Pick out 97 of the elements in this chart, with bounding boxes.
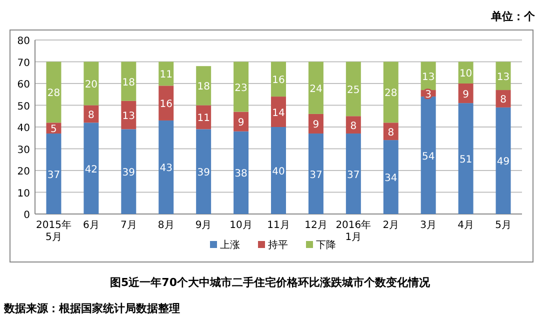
bar [496, 62, 511, 90]
bar [121, 62, 136, 101]
y-tick-label: 60 [17, 80, 30, 90]
data-label: 43 [160, 163, 172, 174]
bar [383, 62, 398, 123]
bar [496, 107, 511, 214]
x-tick-label: 9月 [195, 220, 212, 231]
bar [84, 62, 99, 106]
data-label: 9 [238, 118, 244, 129]
data-label: 14 [272, 108, 285, 119]
data-label: 37 [310, 170, 322, 181]
bar [158, 86, 174, 120]
x-tick-label: 4月 [458, 220, 474, 231]
data-label: 28 [384, 88, 398, 100]
x-tick-label: 10月 [230, 220, 252, 231]
y-tick-label: 80 [17, 36, 30, 47]
data-label: 37 [347, 170, 360, 181]
x-tick-label: 6月 [83, 220, 100, 231]
data-label: 28 [47, 88, 60, 100]
y-tick-label: 30 [17, 144, 30, 156]
bar [121, 129, 136, 214]
data-label: 18 [197, 82, 210, 93]
data-label: 37 [47, 170, 60, 181]
bar [271, 62, 286, 97]
bar [308, 62, 324, 114]
y-tick-label: 20 [17, 166, 30, 178]
legend-label: 持平 [268, 239, 288, 251]
data-label: 8 [350, 120, 357, 132]
data-label: 13 [496, 72, 510, 83]
bar [308, 114, 324, 134]
data-label: 16 [272, 75, 285, 86]
data-label: 8 [500, 94, 506, 106]
x-tick-label: 2月 [382, 220, 400, 231]
data-label: 8 [88, 110, 94, 121]
bar [346, 62, 361, 116]
legend-label: 上涨 [220, 239, 240, 251]
bar [234, 62, 249, 112]
bar [196, 129, 212, 214]
data-label: 9 [312, 120, 320, 131]
x-tick-label: 11月 [267, 220, 290, 231]
y-tick-label: 10 [17, 188, 30, 200]
x-tick-label: 5月 [495, 220, 512, 231]
bar [158, 120, 174, 214]
bar [346, 134, 361, 214]
bar [458, 84, 474, 104]
y-tick-label: 40 [17, 123, 30, 134]
data-label: 18 [122, 77, 136, 88]
data-label: 42 [84, 164, 98, 176]
y-tick-label: 70 [17, 58, 30, 69]
data-label: 40 [272, 166, 285, 178]
data-label: 24 [310, 84, 322, 95]
text: 图5近一年70个大中城市二手住宅价格环比涨跌城市个数变化情况 [110, 276, 431, 289]
x-tick-label: 3月 [420, 220, 437, 231]
data-label: 9 [462, 89, 469, 100]
bar [84, 122, 99, 214]
bar [383, 140, 398, 214]
data-label: 10 [459, 68, 472, 80]
source-note: 数据来源：根据国家统计局数据整理 [3, 302, 180, 315]
bar [46, 134, 62, 214]
y-tick-label: 0 [24, 210, 30, 221]
x-tick-label: 2015年 5月 [36, 219, 72, 243]
data-label: 13 [422, 72, 435, 83]
data-label: 39 [197, 168, 210, 179]
data-label: 38 [234, 168, 248, 180]
bar [196, 66, 212, 106]
data-label: 13 [122, 111, 136, 122]
x-tick-label: 2016年 1月 [336, 219, 372, 243]
legend-label: 下降 [316, 239, 336, 251]
data-label: 49 [496, 156, 510, 168]
data-label: 25 [347, 84, 360, 96]
data-label: 8 [388, 127, 394, 138]
data-label: 51 [459, 154, 472, 166]
y-tick-label: 50 [17, 101, 30, 112]
data-label: 54 [422, 151, 435, 162]
x-tick-label: 12月 [304, 220, 328, 231]
bar [383, 122, 398, 140]
data-label: 20 [84, 80, 98, 90]
data-label: 23 [234, 82, 248, 94]
data-label: 5 [50, 124, 57, 136]
bar [271, 127, 286, 214]
x-tick-label: 7月 [120, 220, 137, 231]
data-label: 11 [197, 113, 210, 124]
bar [308, 134, 324, 214]
data-label: 16 [160, 99, 172, 110]
data-label: 11 [160, 70, 172, 81]
bar [271, 96, 286, 127]
bar [46, 62, 62, 123]
bar [234, 112, 249, 132]
bar [234, 131, 249, 214]
bar [458, 103, 474, 214]
data-label: 39 [122, 168, 136, 179]
bar [121, 100, 136, 130]
data-label: 34 [384, 173, 398, 184]
x-tick-label: 8月 [158, 220, 174, 231]
text: 单位：个 [490, 10, 536, 23]
bar [420, 96, 436, 214]
bar [346, 116, 361, 134]
